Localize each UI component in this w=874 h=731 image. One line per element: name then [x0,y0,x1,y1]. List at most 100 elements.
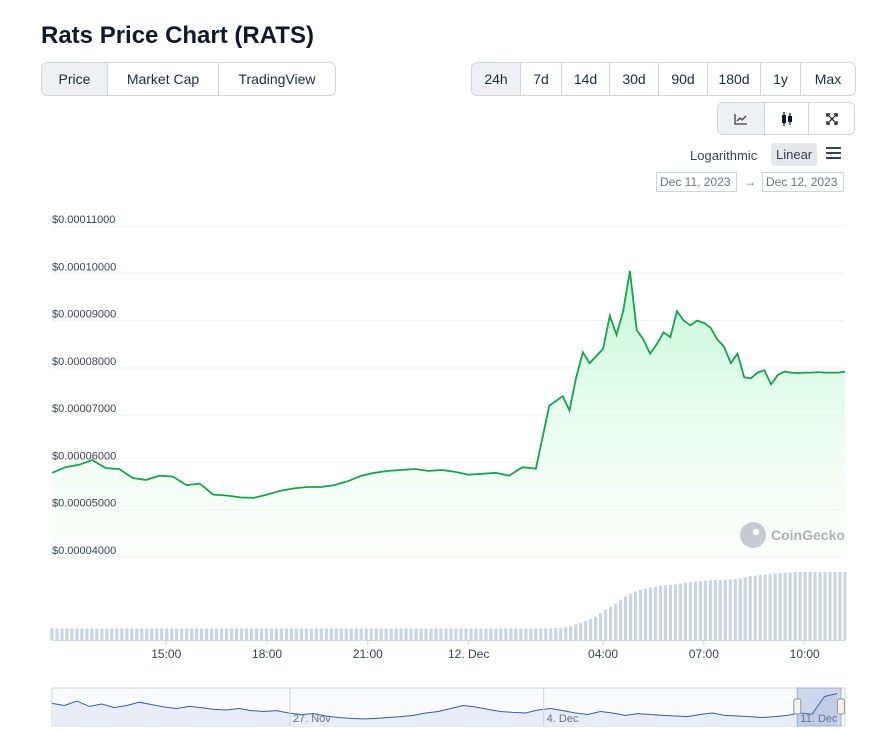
volume-bar [190,628,194,640]
volume-bar [599,613,603,640]
volume-bar [459,628,463,640]
navigator-area [52,693,837,726]
range-14d-button[interactable]: 14d [562,63,610,95]
volume-bar [160,628,164,640]
volume-bar [838,572,842,640]
volume-bar [444,628,448,640]
volume-bar [304,628,308,640]
volume-bar [424,628,428,640]
volume-bar [638,589,643,640]
volume-bar [289,628,293,640]
volume-bar [484,628,488,640]
x-tick-label: 15:00 [151,647,181,661]
y-tick-label: $0.00005000 [52,498,116,510]
volume-bar [663,585,668,640]
tab-tradingview[interactable]: TradingView [238,71,316,87]
logarithmic-scale-toggle[interactable]: Logarithmic [690,148,758,163]
volume-bar [269,628,274,640]
volume-bar [364,628,368,640]
range-7d-button[interactable]: 7d [521,63,562,95]
volume-bar [419,628,423,640]
volume-bar [529,628,533,640]
volume-bar [668,584,673,640]
volume-bar [145,628,149,640]
navigator-window[interactable] [796,687,842,727]
x-tick-label: 04:00 [588,647,618,661]
volume-bar [469,628,473,640]
volume-bar [464,628,468,640]
volume-bar [85,628,89,640]
volume-bar [180,628,184,640]
volume-bar [185,628,189,640]
range-180d-button[interactable]: 180d [708,63,761,95]
tab-market-cap[interactable]: Market Cap [108,63,219,95]
linear-scale-toggle[interactable]: Linear [771,143,818,166]
y-tick-label: $0.00009000 [52,309,116,321]
volume-bar [494,628,498,640]
volume-bar [299,628,303,640]
volume-bar [100,628,104,640]
volume-bar [314,628,318,640]
volume-bar [534,628,538,640]
volume-bar [105,628,109,640]
volume-bar [414,628,418,640]
volume-bar [504,628,508,640]
range-24h-button[interactable]: 24h [472,63,521,95]
volume-bar [539,628,543,640]
volume-bar [613,603,618,640]
volume-bar [429,628,433,640]
volume-bar [604,609,608,640]
chart-type-tabs: Price Market Cap TradingView [41,62,336,96]
range-1y-button[interactable]: 1y [761,63,801,95]
volume-bar [224,628,229,640]
volume-bar [823,572,827,640]
y-tick-label: $0.00011000 [52,214,115,226]
volume-bar [728,579,732,640]
volume-bar [359,628,363,640]
volume-bar [120,628,124,640]
volume-bar [165,628,169,640]
volume-bar [344,628,348,640]
volume-bar [768,574,772,640]
tab-price[interactable]: Price [42,63,108,95]
fullscreen-button[interactable] [809,103,854,134]
range-30d-button[interactable]: 30d [610,63,659,95]
date-from-input[interactable]: Dec 11, 2023 [656,172,737,192]
volume-bar [474,628,478,640]
navigator-label: 11. Dec [800,713,838,725]
volume-bar [554,628,558,640]
navigator[interactable] [51,687,846,727]
volume-bar [808,572,812,640]
navigator-handle[interactable] [793,698,802,715]
volume-bar [234,628,239,640]
volume-bar [743,577,747,640]
volume-bar [95,628,99,640]
volume-bar [214,628,219,640]
volume-bar [110,628,114,640]
volume-bar [309,628,313,640]
range-90d-button[interactable]: 90d [659,63,708,95]
volume-bar [618,599,623,640]
volume-bar [698,581,702,640]
volume-bar [683,582,688,640]
line-chart-button[interactable] [718,103,765,134]
volume-bar [125,628,129,640]
volume-bar [284,628,289,640]
date-to-input[interactable]: Dec 12, 2023 [762,172,844,192]
volume-bar [589,619,593,640]
volume-bar [509,628,513,640]
volume-bar [75,628,79,640]
coingecko-watermark: CoinGecko [740,522,845,548]
range-max-button[interactable]: Max [814,71,842,87]
chart-menu-icon[interactable] [826,147,841,162]
volume-bar [843,572,847,640]
x-tick-label: 21:00 [353,647,383,661]
volume-bar [564,627,568,640]
volume-bar [574,624,578,640]
volume-bar [703,580,707,640]
volume-bar [55,628,59,640]
volume-bar [673,584,678,640]
volume-bar [379,628,383,640]
candlestick-button[interactable] [765,103,809,134]
navigator-handle[interactable] [837,698,845,715]
